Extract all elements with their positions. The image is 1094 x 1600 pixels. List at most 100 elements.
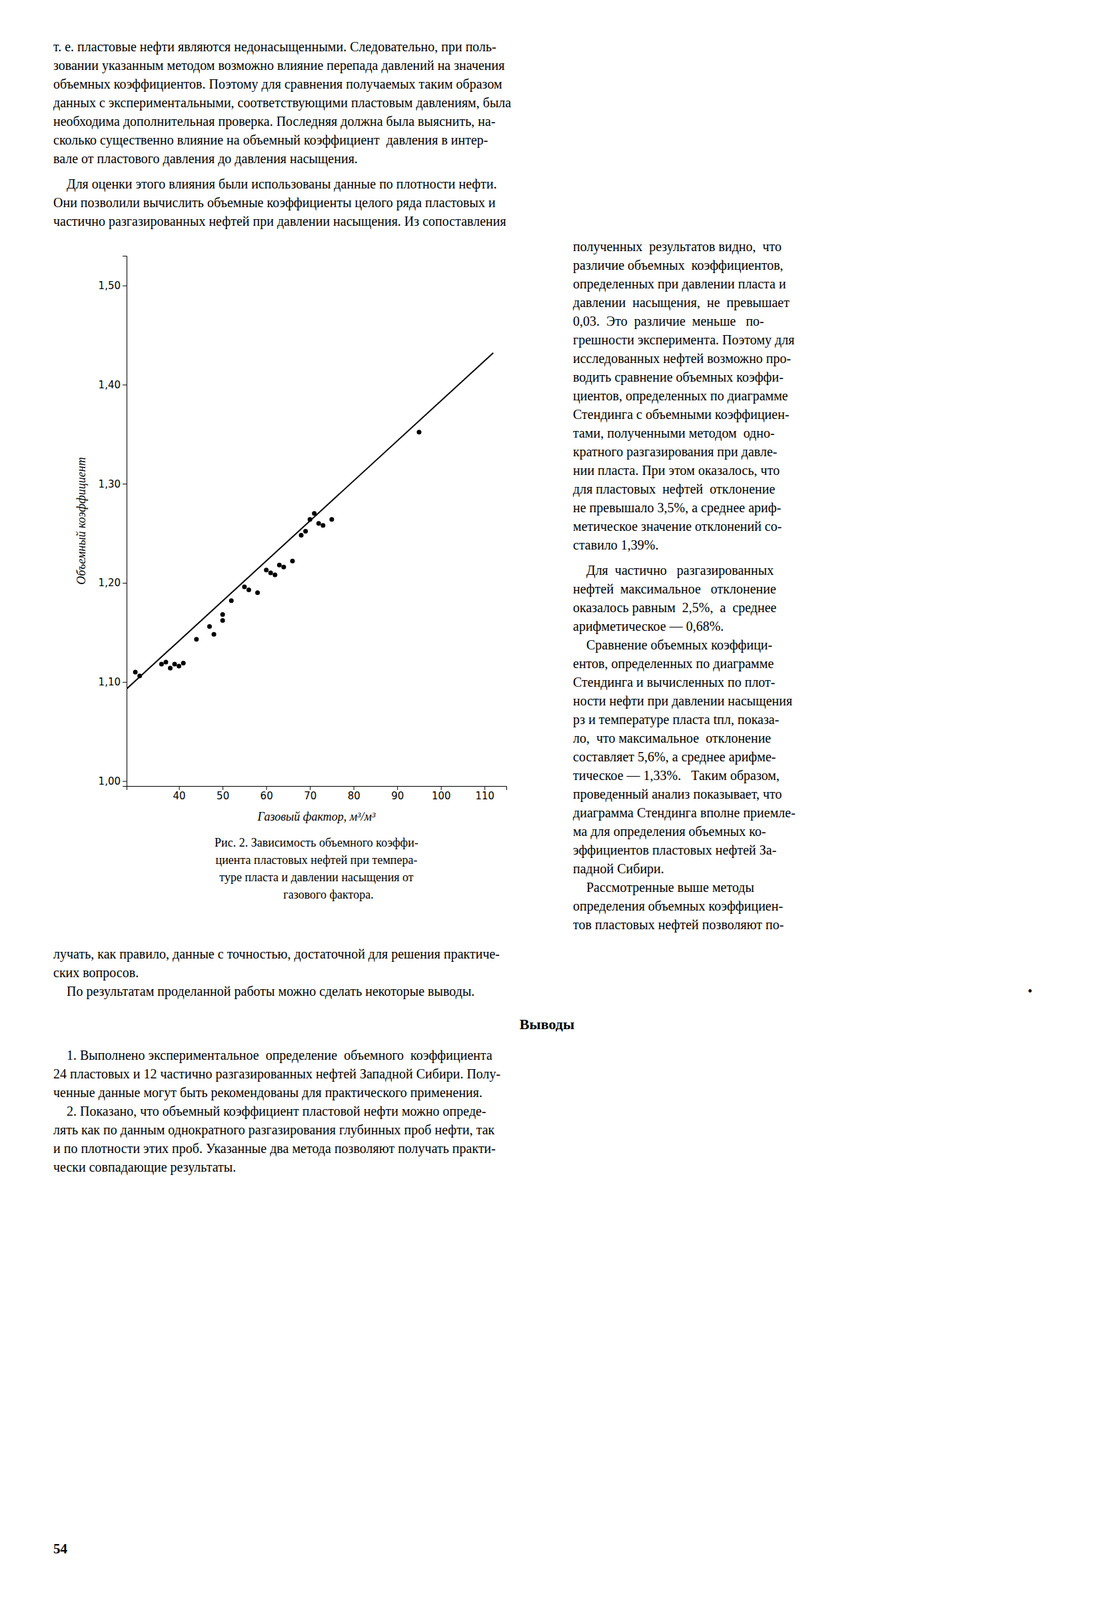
x-tick: 40 xyxy=(173,786,186,803)
body-text: чески совпадающие результаты. xyxy=(53,1159,236,1176)
scatter-point xyxy=(299,533,304,538)
body-text: 0,03. Это различие меньше по- xyxy=(572,313,765,330)
scatter-point xyxy=(289,558,295,564)
y-tick: 1,20 xyxy=(98,576,127,589)
scatter-point xyxy=(181,660,186,666)
scatter-point xyxy=(241,584,247,589)
y-tick: 1,50 xyxy=(98,279,127,292)
body-text: Стендинга с объемными коэффициен- xyxy=(572,407,790,423)
scatter-point xyxy=(159,661,164,667)
y-tick-mark xyxy=(122,682,127,683)
scatter-point xyxy=(220,612,226,617)
scatter-point xyxy=(416,429,422,435)
x-tick: 70 xyxy=(303,786,317,803)
body-text: Для частично разгазированных xyxy=(572,562,774,579)
x-tick: 90 xyxy=(391,786,404,803)
body-text: 24 пластовых и 12 частично разгазированн… xyxy=(53,1066,501,1083)
scatter-point xyxy=(176,663,182,669)
plot-area xyxy=(126,353,494,689)
body-text: полученных результатов видно, что xyxy=(572,239,782,255)
y-tick: 1,40 xyxy=(98,379,127,392)
body-text: рз и температуре пласта tпл, показа- xyxy=(572,712,779,728)
y-tick: 1,30 xyxy=(98,478,127,491)
body-text: метическое значение отклонений со- xyxy=(572,519,782,534)
x-tick-label: 60 xyxy=(260,790,274,803)
page: т. е. пластовые нефти являются недонасыщ… xyxy=(0,0,1094,1600)
x-tick-label: 40 xyxy=(173,790,186,803)
body-text: ставило 1,39%. xyxy=(572,537,659,553)
body-text: Сравнение объемных коэффици- xyxy=(572,637,773,653)
scatter-point xyxy=(281,564,286,570)
body-text: тическое — 1,33%. Таким образом, xyxy=(572,768,780,784)
x-tick: 110 xyxy=(475,786,495,803)
body-text: Они позволили вычислить объемные коэффиц… xyxy=(53,195,496,211)
decoration: • xyxy=(1027,984,1033,999)
body-text: не превышало 3,5%, а среднее ариф- xyxy=(572,500,781,516)
y-axis-title: Объемный коэффициент xyxy=(74,457,88,585)
body-text: циентов, определенных по диаграмме xyxy=(572,388,789,404)
body-text: арифметическое — 0,68%. xyxy=(572,618,724,635)
y-tick-label: 1,50 xyxy=(98,279,121,292)
body-text: водить сравнение объемных коэффи- xyxy=(572,369,784,386)
x-tick-label: 70 xyxy=(303,790,317,803)
y-tick-label: 1,10 xyxy=(98,676,121,689)
body-text: различие объемных коэффициентов, xyxy=(572,257,784,274)
x-tick: 80 xyxy=(347,786,361,803)
body-text: лучать, как правило, данные с точностью,… xyxy=(53,946,500,963)
body-text: падной Сибири. xyxy=(572,861,665,877)
y-tick-label: 1,20 xyxy=(98,576,121,589)
scatter-point xyxy=(263,567,269,573)
scatter-point xyxy=(329,517,334,522)
y-tick-mark xyxy=(122,285,127,287)
body-text: эффициентов пластовых нефтей За- xyxy=(572,842,777,859)
scatter-point xyxy=(246,587,252,593)
body-text: тами, полученными методом одно- xyxy=(572,425,775,442)
body-text: ло, что максимальное отклонение xyxy=(572,730,771,746)
body-text: лять как по данным однократного разгазир… xyxy=(53,1122,496,1138)
body-text: нии пласта. При этом оказалось, что xyxy=(572,463,780,479)
body-text: тов пластовых нефтей позволяют по- xyxy=(572,917,784,933)
x-tick: 60 xyxy=(260,786,274,803)
body-text: 1. Выполнено экспериментальное определен… xyxy=(53,1048,493,1064)
scatter-point xyxy=(268,570,274,576)
y-tick-mark xyxy=(122,781,127,783)
y-axis-line xyxy=(122,256,128,787)
y-axis: 1,001,101,201,301,401,50 xyxy=(98,256,128,788)
body-text: зовании указанным методом возможно влиян… xyxy=(53,57,505,74)
y-tick-label: 1,30 xyxy=(98,478,121,491)
x-tick: 100 xyxy=(431,786,452,803)
section-title: Выводы xyxy=(519,1016,575,1033)
body-text: объемных коэффициентов. Поэтому для срав… xyxy=(53,76,503,92)
body-text: исследованных нефтей возможно про- xyxy=(572,351,791,367)
body-text: определения объемных коэффициен- xyxy=(572,898,783,915)
body-text: нефтей максимальное отклонение xyxy=(572,581,777,597)
page-background xyxy=(0,0,1094,1600)
x-tick-label: 50 xyxy=(216,790,230,803)
scatter-point xyxy=(277,562,282,568)
body-text: ма для определения объемных ко- xyxy=(572,824,767,840)
scatter-point xyxy=(303,529,308,534)
body-text: определенных при давлении пласта и xyxy=(572,276,787,292)
body-text: данных с экспериментальными, соответству… xyxy=(53,95,512,111)
scatter-point xyxy=(229,598,234,603)
body-text: давлении насыщения, не превышает xyxy=(572,295,790,311)
x-tick-label: 110 xyxy=(475,790,495,803)
body-text: грешности эксперимента. Поэтому для xyxy=(572,332,795,348)
y-tick: 1,10 xyxy=(98,676,127,689)
trend-line xyxy=(126,353,494,689)
y-tick-mark xyxy=(122,582,127,584)
body-text: ентов, определенных по диаграмме xyxy=(572,656,774,672)
chart: 4050607080901001101,001,101,201,301,401,… xyxy=(74,256,508,825)
scatter-point xyxy=(193,636,199,642)
body-text: кратного разгазирования при давле- xyxy=(572,444,778,460)
scatter-point xyxy=(272,572,278,578)
body-text: ских вопросов. xyxy=(53,965,139,981)
body-text: сколько существенно влияние на объемный … xyxy=(53,132,489,148)
x-tick: 50 xyxy=(216,786,230,803)
figure-caption: Рис. 2. Зависимость объемного коэффи- xyxy=(214,836,419,850)
figure-caption: туре пласта и давлении насыщения от xyxy=(219,870,414,885)
page-number: 54 xyxy=(53,1541,68,1558)
figure-caption: циента пластовых нефтей при темпера- xyxy=(215,853,418,867)
scatter-point xyxy=(211,632,217,637)
body-text: ченные данные могут быть рекомендованы д… xyxy=(53,1085,483,1101)
